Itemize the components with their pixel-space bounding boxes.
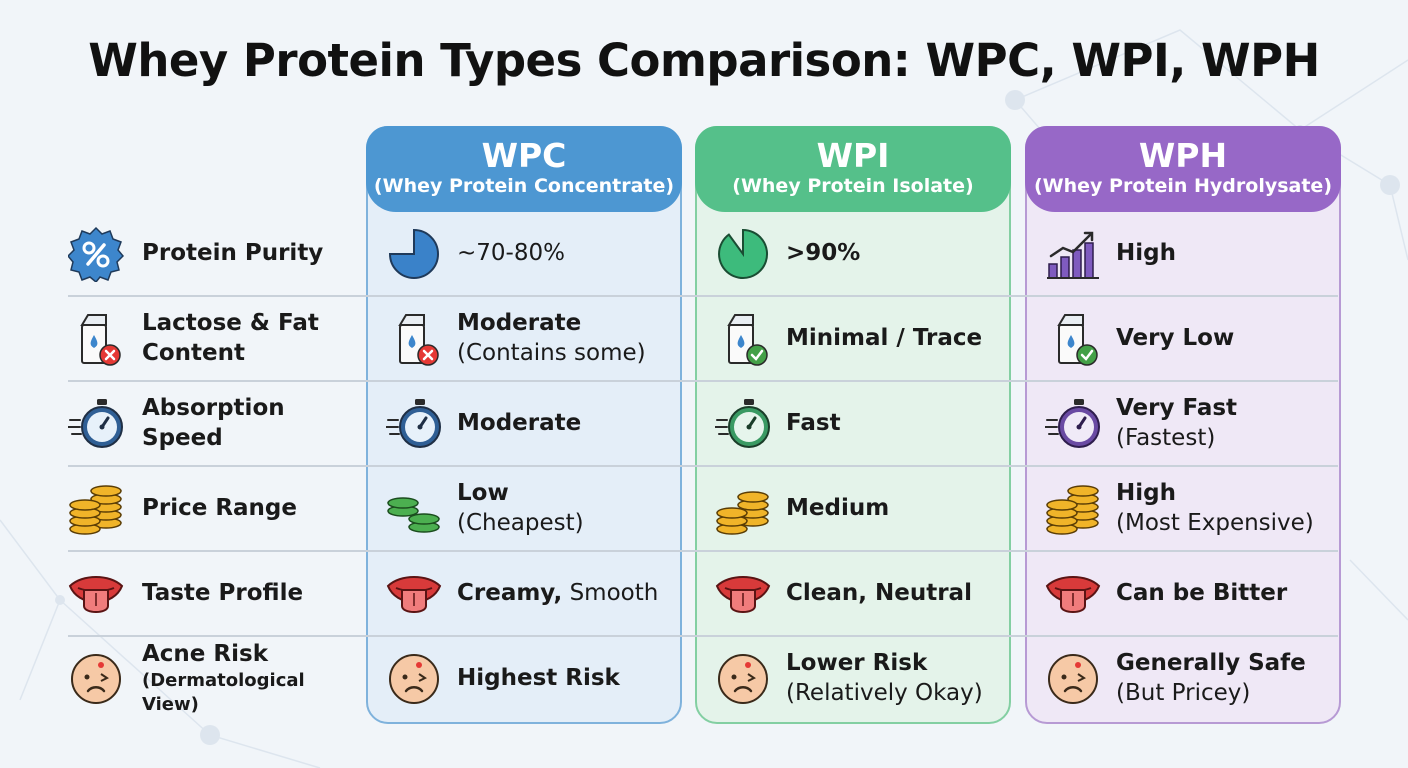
bar-chart-up-icon: [1047, 231, 1099, 279]
coins-icon: [69, 485, 122, 535]
wpc-absorption-cell: Moderate: [366, 380, 682, 465]
coins-icon: [716, 491, 769, 535]
wpc-acne-value: Highest Risk: [457, 664, 620, 691]
wpc-price-cell: Low (Cheapest): [366, 465, 682, 550]
wph-purity-cell: High: [1025, 210, 1341, 295]
coins-icon: [1046, 485, 1099, 535]
wpi-absorption-value: Fast: [786, 409, 841, 436]
wph-absorption-value: Very Fast: [1116, 394, 1238, 421]
row-divider: [68, 550, 1338, 552]
wph-absorption-note: (Fastest): [1116, 424, 1216, 451]
acne-face-icon: [389, 654, 439, 704]
criterion-label: Price Range: [142, 494, 297, 521]
wpc-column: WPC (Whey Protein Concentrate): [366, 126, 682, 724]
wph-price-value: High: [1116, 479, 1176, 506]
wpi-column: WPI (Whey Protein Isolate): [695, 126, 1011, 724]
wpi-abbr: WPI: [816, 136, 890, 175]
wpi-absorption-cell: Fast: [695, 380, 1011, 465]
wpc-purity-cell: ~70-80%: [366, 210, 682, 295]
criterion-label-line2: Speed: [142, 424, 223, 451]
row-divider: [68, 295, 1338, 297]
criterion-acne-risk: Acne Risk (Dermatological View): [0, 635, 366, 720]
criterion-label: Absorption: [142, 394, 285, 421]
wpc-lactose-value: Moderate: [457, 309, 582, 336]
milk-carton-x-icon: [80, 314, 121, 366]
criterion-absorption-speed: Absorption Speed: [0, 380, 366, 465]
wph-acne-value: Generally Safe: [1116, 649, 1306, 676]
wpc-lactose-note: (Contains some): [457, 339, 646, 366]
wpc-header: WPC (Whey Protein Concentrate): [366, 126, 682, 212]
wpi-acne-value: Lower Risk: [786, 649, 928, 676]
row-divider: [68, 380, 1338, 382]
wpi-acne-note: (Relatively Okay): [786, 679, 983, 706]
percent-badge-icon: [68, 226, 124, 282]
wpc-full-name: (Whey Protein Concentrate): [373, 175, 675, 197]
stopwatch-icon: [1045, 399, 1100, 448]
wpi-purity-value: >90%: [786, 239, 861, 266]
wpi-full-name: (Whey Protein Isolate): [732, 175, 974, 197]
criterion-price-range: Price Range: [0, 465, 366, 550]
wph-price-note: (Most Expensive): [1116, 509, 1314, 536]
wpc-absorption-value: Moderate: [457, 409, 582, 436]
criterion-label: Taste Profile: [142, 579, 304, 606]
wph-full-name: (Whey Protein Hydrolysate): [1033, 175, 1333, 197]
milk-carton-x-icon: [398, 314, 439, 366]
wpi-lactose-value: Minimal / Trace: [786, 324, 983, 351]
green-coins-icon: [387, 497, 440, 533]
acne-face-icon: [718, 654, 768, 704]
wph-acne-cell: Generally Safe (But Pricey): [1025, 635, 1341, 720]
wpi-price-cell: Medium: [695, 465, 1011, 550]
wph-price-cell: High (Most Expensive): [1025, 465, 1341, 550]
page-title: Whey Protein Types Comparison: WPC, WPI,…: [88, 34, 1320, 87]
stopwatch-icon: [386, 399, 441, 448]
wph-taste-value: Can be Bitter: [1116, 579, 1288, 606]
wpi-header: WPI (Whey Protein Isolate): [695, 126, 1011, 212]
row-divider: [68, 635, 1338, 637]
wph-taste-cell: Can be Bitter: [1025, 550, 1341, 635]
milk-carton-check-icon: [1057, 314, 1098, 366]
wph-absorption-cell: Very Fast (Fastest): [1025, 380, 1341, 465]
wpc-price-note: (Cheapest): [457, 509, 584, 536]
wpc-purity-value: ~70-80%: [457, 239, 565, 266]
acne-face-icon: [1048, 654, 1098, 704]
wph-lactose-value: Very Low: [1116, 324, 1235, 351]
criterion-label: Protein Purity: [142, 239, 324, 266]
wpc-acne-cell: Highest Risk: [366, 635, 682, 720]
wpc-taste-value: Creamy,: [457, 579, 563, 606]
acne-face-icon: [71, 654, 121, 704]
wpc-taste-cell: Creamy, Smooth: [366, 550, 682, 635]
row-divider: [68, 465, 1338, 467]
wpc-price-value: Low: [457, 479, 509, 506]
wpc-taste-value-rest: Smooth: [562, 579, 659, 606]
wph-acne-note: (But Pricey): [1116, 679, 1251, 706]
criterion-lactose-fat: Lactose & Fat Content: [0, 295, 366, 380]
wpc-abbr: WPC: [481, 136, 567, 175]
wpi-lactose-cell: Minimal / Trace: [695, 295, 1011, 380]
criterion-label-line2: Content: [142, 339, 246, 366]
stopwatch-icon: [68, 399, 123, 448]
criterion-label: Acne Risk: [142, 640, 268, 667]
wph-abbr: WPH: [1138, 136, 1228, 175]
tongue-icon: [1045, 576, 1101, 613]
wph-purity-value: High: [1116, 239, 1176, 266]
criterion-sublabel: (Dermatological View): [142, 669, 305, 715]
wpi-acne-cell: Lower Risk (Relatively Okay): [695, 635, 1011, 720]
wph-lactose-cell: Very Low: [1025, 295, 1341, 380]
tongue-icon: [715, 576, 771, 613]
stopwatch-icon: [715, 399, 770, 448]
criterion-label: Lactose & Fat: [142, 309, 319, 336]
wpi-price-value: Medium: [786, 494, 890, 521]
criterion-taste-profile: Taste Profile: [0, 550, 366, 635]
wpi-taste-cell: Clean, Neutral: [695, 550, 1011, 635]
milk-carton-check-icon: [727, 314, 768, 366]
tongue-icon: [386, 576, 442, 613]
criterion-protein-purity: Protein Purity: [0, 210, 366, 295]
tongue-icon: [68, 576, 124, 613]
pie-75-icon: [388, 228, 439, 279]
pie-90-icon: [718, 228, 768, 279]
wpi-taste-value: Clean, Neutral: [786, 579, 972, 606]
wpi-purity-cell: >90%: [695, 210, 1011, 295]
wph-header: WPH (Whey Protein Hydrolysate): [1025, 126, 1341, 212]
wpc-lactose-cell: Moderate (Contains some): [366, 295, 682, 380]
